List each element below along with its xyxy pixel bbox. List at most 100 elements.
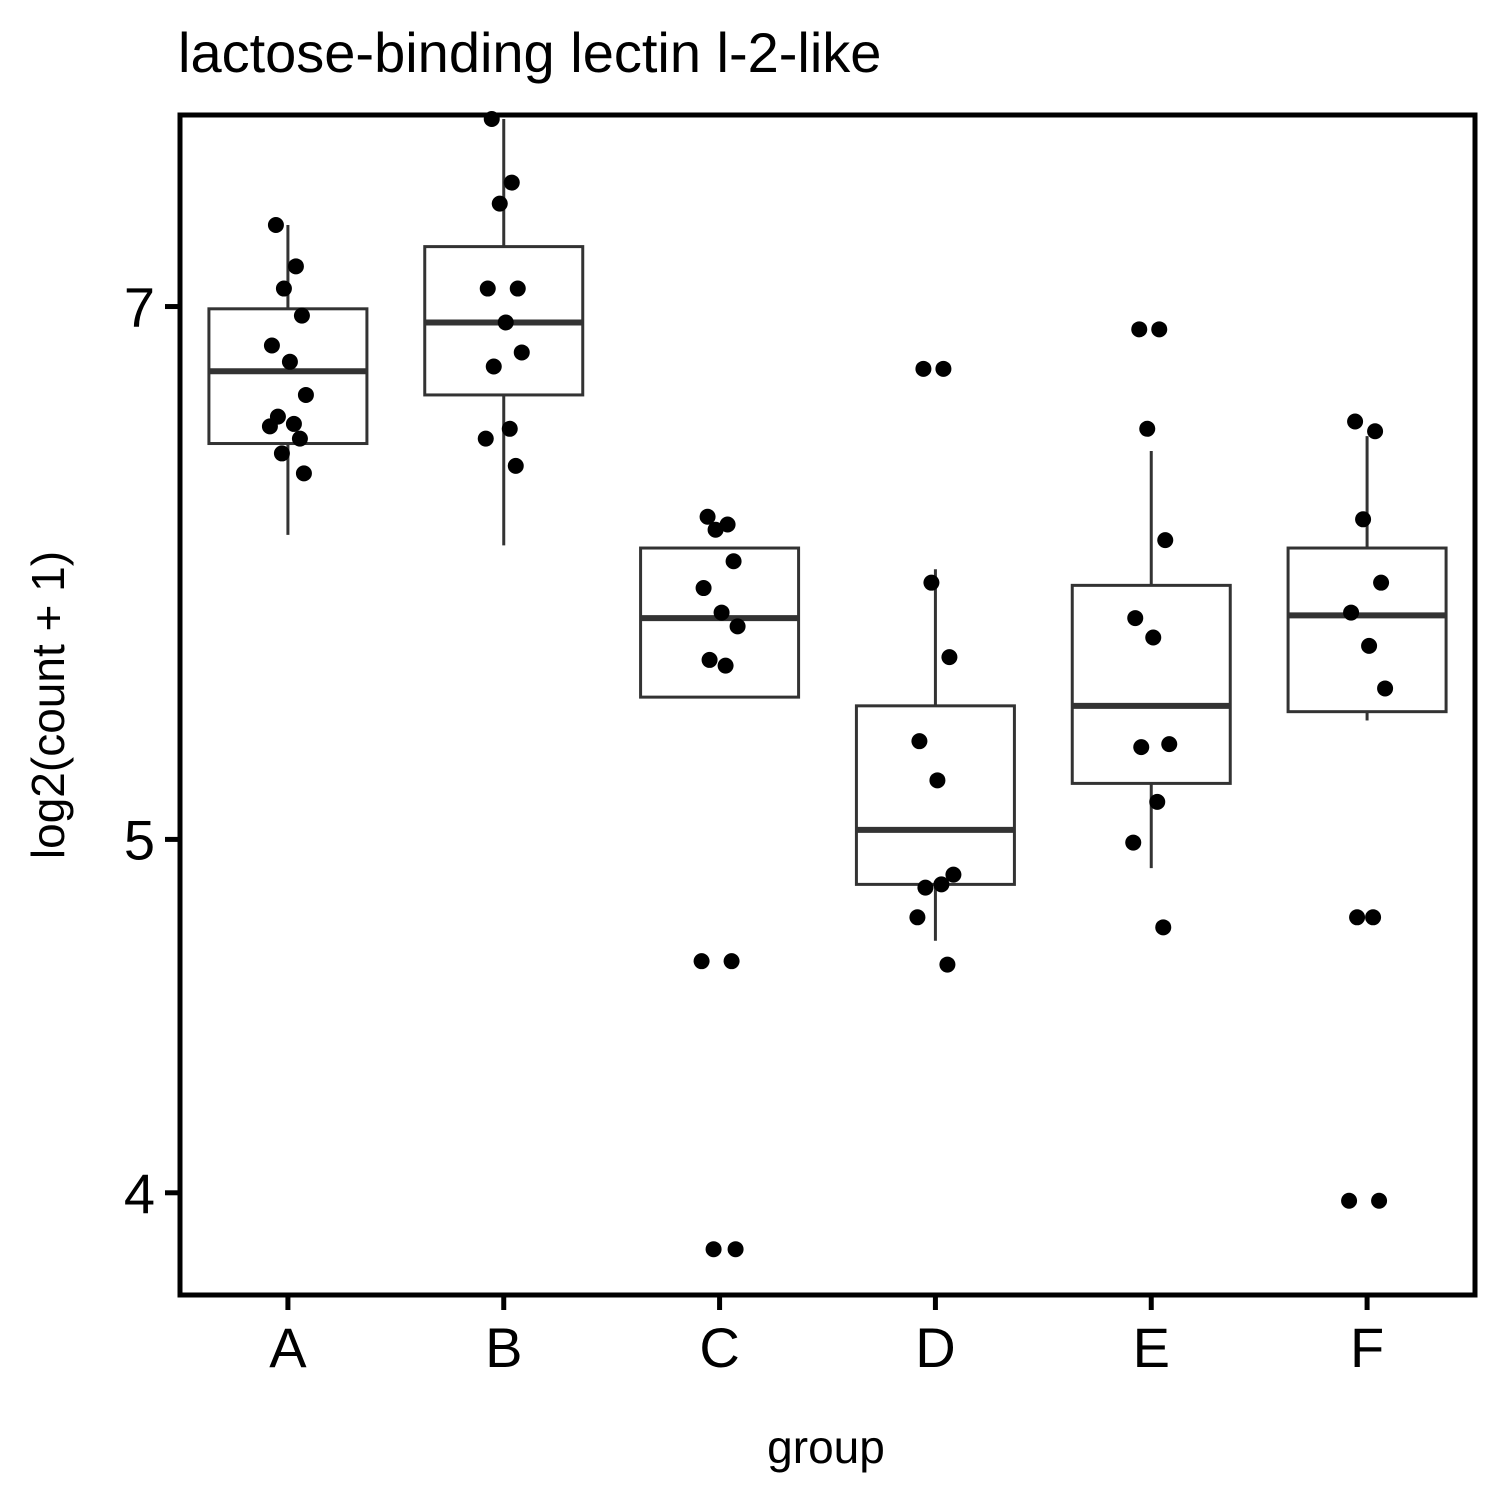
data-point (717, 657, 734, 674)
data-point (1151, 321, 1168, 338)
data-point (1373, 574, 1390, 591)
data-point (1145, 629, 1162, 646)
y-axis: 4 5 7 (124, 276, 180, 1225)
data-point (1347, 413, 1364, 430)
data-point (1365, 909, 1382, 926)
data-point (1343, 604, 1360, 621)
data-point (693, 953, 710, 970)
box-body (1286, 546, 1448, 714)
data-point (707, 521, 724, 538)
data-point (1361, 637, 1378, 654)
data-point (705, 1241, 722, 1258)
data-point (911, 733, 928, 750)
data-point (719, 516, 736, 533)
x-tick-label: D (915, 1316, 955, 1379)
y-tick-label: 5 (124, 808, 155, 871)
data-point (501, 420, 518, 437)
data-point (917, 879, 934, 896)
box-a (207, 224, 369, 535)
data-point (267, 216, 284, 233)
data-point (939, 956, 956, 973)
data-point (491, 195, 508, 212)
data-point (285, 415, 302, 432)
data-point (1127, 610, 1144, 627)
x-tick-label: C (699, 1316, 739, 1379)
data-point (281, 353, 298, 370)
box-f (1286, 436, 1448, 721)
data-point (509, 280, 526, 297)
box-b (423, 119, 585, 546)
data-point (933, 876, 950, 893)
data-point (1161, 736, 1178, 753)
data-point (701, 651, 718, 668)
data-point (297, 386, 314, 403)
data-point (1157, 532, 1174, 549)
points-f (1341, 413, 1394, 1209)
points-e (1125, 321, 1178, 936)
data-point (929, 772, 946, 789)
data-point (1355, 511, 1372, 528)
y-tick-label: 4 (124, 1162, 155, 1225)
x-tick-label: F (1350, 1316, 1384, 1379)
box-body (854, 704, 1016, 886)
chart-title: lactose-binding lectin l-2-like (178, 21, 881, 84)
points-c (693, 508, 746, 1258)
y-axis-title: log2(count + 1) (22, 551, 74, 859)
x-tick-label: E (1133, 1316, 1170, 1379)
x-axis-title: group (767, 1421, 885, 1473)
data-point (1155, 919, 1172, 936)
data-point (263, 337, 280, 354)
data-point (723, 953, 740, 970)
data-point (293, 307, 310, 324)
data-point (287, 258, 304, 275)
data-point (261, 418, 278, 435)
data-point (1371, 1192, 1388, 1209)
data-point (1367, 423, 1384, 440)
points-b (477, 111, 530, 474)
data-point (713, 604, 730, 621)
box-e (1070, 450, 1232, 869)
data-point (729, 618, 746, 635)
box-body (639, 546, 801, 699)
data-point (725, 553, 742, 570)
data-point (1377, 680, 1394, 697)
points-a (261, 216, 314, 482)
data-point (945, 866, 962, 883)
data-point (1349, 909, 1366, 926)
data-point (1341, 1192, 1358, 1209)
data-point (935, 360, 952, 377)
data-point (507, 457, 524, 474)
data-point (503, 174, 520, 191)
data-point (1125, 834, 1142, 851)
x-tick-label: A (269, 1316, 307, 1379)
points-d (909, 360, 962, 973)
data-point (923, 574, 940, 591)
data-point (295, 465, 312, 482)
plot-panel-border (177, 112, 1478, 1298)
data-point (513, 344, 530, 361)
x-axis: A B C D E F (269, 1295, 1384, 1379)
data-point (485, 358, 502, 375)
data-point (695, 580, 712, 597)
data-point (1149, 793, 1166, 810)
box-c (639, 546, 801, 699)
y-tick-label: 7 (124, 276, 155, 339)
data-point (1133, 739, 1150, 756)
data-point (479, 280, 496, 297)
data-point (1131, 321, 1148, 338)
x-tick-label: B (485, 1316, 522, 1379)
plot-content (207, 111, 1448, 1258)
data-point (699, 508, 716, 525)
data-point (727, 1241, 744, 1258)
data-point (909, 909, 926, 926)
data-point (497, 314, 514, 331)
box-body (1070, 583, 1232, 785)
data-point (273, 445, 290, 462)
data-point (1139, 420, 1156, 437)
data-point (477, 430, 494, 447)
data-point (275, 280, 292, 297)
data-point (915, 360, 932, 377)
data-point (941, 649, 958, 666)
data-point (291, 430, 308, 447)
